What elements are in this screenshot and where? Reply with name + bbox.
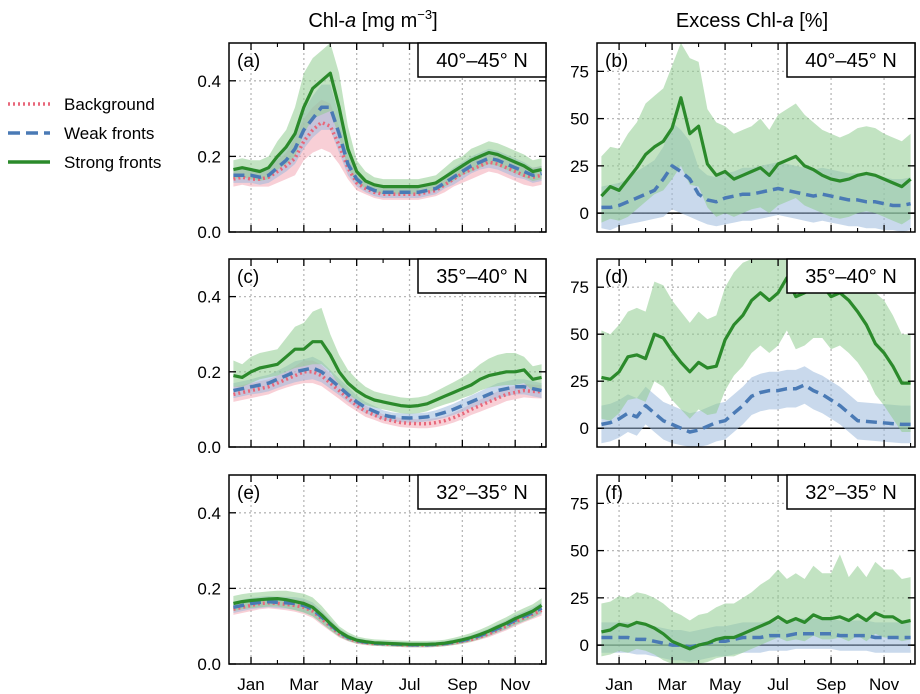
y-tick-label: 0.4 xyxy=(197,288,221,307)
series-line-strong xyxy=(601,276,911,385)
band-strong xyxy=(601,554,911,664)
region-label: 35°–40° N xyxy=(805,266,897,288)
panel-a: 0.0 0.2 0.4 (a) 40°–45° N xyxy=(197,42,547,242)
x-tick-label: Jul xyxy=(399,675,421,694)
x-tick-label: Jul xyxy=(767,675,789,694)
y-tick-label: 75 xyxy=(570,278,589,297)
y-tick-label: 25 xyxy=(570,589,589,608)
right-column-title: Excess Chl-a [%] xyxy=(676,10,828,32)
plot-area xyxy=(601,259,911,447)
y-tick-label: 0.2 xyxy=(197,147,221,166)
legend: Background Weak fronts Strong fronts xyxy=(8,95,161,172)
series-line-strong xyxy=(600,96,912,198)
band-strong xyxy=(601,259,911,432)
y-tick-label: 25 xyxy=(570,372,589,391)
panel-label: (e) xyxy=(237,483,260,504)
y-tick-label: 0.4 xyxy=(197,72,221,91)
left-column-title: Chl-a [mg m−3] xyxy=(308,7,437,32)
axes-frame xyxy=(596,42,916,233)
y-tick-label: 75 xyxy=(570,62,589,81)
panel-b: 0 25 50 75 (b) 40°–45° N xyxy=(570,42,916,233)
axes-frame xyxy=(228,258,547,448)
plot-area xyxy=(233,307,542,429)
y-tick-label: 25 xyxy=(570,157,589,176)
region-label: 32°–35° N xyxy=(436,482,528,504)
series-line-weak xyxy=(601,383,911,434)
y-tick-label: 0.0 xyxy=(197,223,221,242)
y-tick-label: 0.2 xyxy=(197,363,221,382)
x-tick-label: Mar xyxy=(657,675,687,694)
x-tick-label: Mar xyxy=(289,675,319,694)
x-tick-label: May xyxy=(709,675,742,694)
axes-frame xyxy=(228,474,547,665)
y-tick-label: 0 xyxy=(580,419,589,438)
region-label: 40°–45° N xyxy=(436,50,528,72)
y-tick-label: 75 xyxy=(570,494,589,513)
series-line-weak xyxy=(233,599,543,647)
panel-label: (a) xyxy=(237,51,260,72)
y-tick-label: 50 xyxy=(570,325,589,344)
y-tick-label: 0 xyxy=(580,204,589,223)
y-tick-label: 50 xyxy=(570,110,589,129)
x-tick-label: Nov xyxy=(869,675,900,694)
legend-label-strong: Strong fronts xyxy=(64,153,161,172)
y-tick-label: 0.0 xyxy=(197,438,221,457)
x-tick-label: Nov xyxy=(500,675,531,694)
region-label: 40°–45° N xyxy=(805,50,897,72)
plot-area xyxy=(601,554,911,664)
region-box xyxy=(417,474,547,510)
series-line-strong xyxy=(233,71,542,189)
x-tick-label: Sep xyxy=(447,675,477,694)
plot-area xyxy=(233,590,543,648)
x-tick-label: Jan xyxy=(237,675,264,694)
y-tick-label: 0.2 xyxy=(197,579,221,598)
plot-area xyxy=(600,43,912,232)
region-label: 35°–40° N xyxy=(436,266,528,288)
legend-label-weak: Weak fronts xyxy=(64,124,154,143)
region-label: 32°–35° N xyxy=(805,482,897,504)
series-line-weak xyxy=(233,105,542,195)
legend-label-background: Background xyxy=(64,95,155,114)
y-tick-label: 50 xyxy=(570,542,589,561)
y-tick-label: 0 xyxy=(580,636,589,655)
series-line-strong xyxy=(233,597,543,646)
panel-label: (d) xyxy=(605,267,628,288)
x-tick-label: May xyxy=(341,675,374,694)
panel-label: (f) xyxy=(605,483,623,504)
region-box xyxy=(417,42,547,78)
region-box xyxy=(786,42,916,78)
panel-c: 0.0 0.2 0.4 (c) 35°–40° N xyxy=(197,258,547,457)
region-box xyxy=(786,474,916,510)
panel-d: 0 25 50 75 (d) 35°–40° N xyxy=(570,258,916,448)
panels: 0.0 0.2 0.4 (a) 40°–45° N 0 25 50 75 (b) 40°–45° N… xyxy=(197,42,916,694)
x-tick-label: Sep xyxy=(816,675,846,694)
band-strong xyxy=(233,43,542,195)
series-line-weak xyxy=(233,366,542,420)
series-line-background xyxy=(233,370,542,426)
region-box xyxy=(786,258,916,294)
y-tick-label: 0.4 xyxy=(197,504,221,523)
panel-e: Jan Mar May Jul Sep Nov 0.0 0.2 0.4 (e) 32°–35° N xyxy=(197,474,547,694)
x-tick-label: Jan xyxy=(605,675,632,694)
series-line-weak xyxy=(601,632,911,649)
region-box xyxy=(417,258,547,294)
axes-frame xyxy=(228,42,547,233)
plot-area xyxy=(233,43,542,200)
axes-frame xyxy=(596,258,916,448)
series-line-strong xyxy=(601,611,911,651)
panel-label: (b) xyxy=(605,51,628,72)
axes-frame xyxy=(596,474,916,665)
series-line-weak xyxy=(601,164,911,210)
series-line-strong xyxy=(233,340,542,408)
panel-label: (c) xyxy=(237,267,259,288)
panel-f: Jan Mar May Jul Sep Nov 0 25 50 75 (f) 32°–35° N xyxy=(570,474,916,694)
y-tick-label: 0.0 xyxy=(197,655,221,674)
